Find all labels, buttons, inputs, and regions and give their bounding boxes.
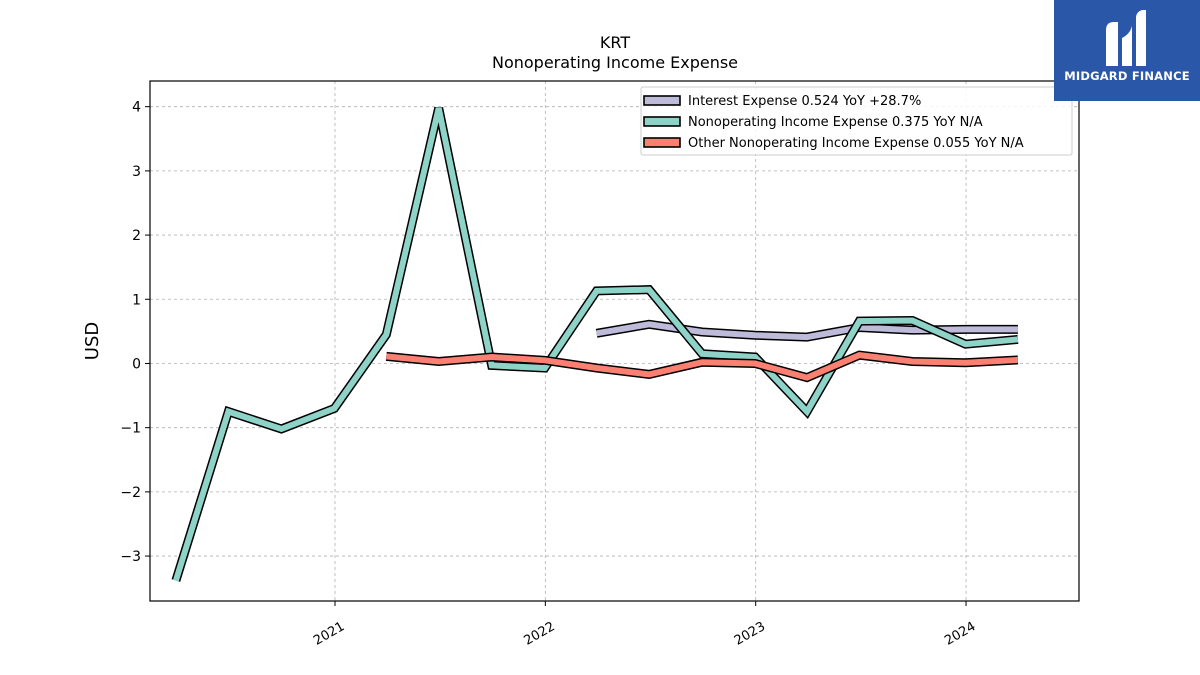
series-layer (171, 106, 1019, 582)
y-tick-label: 1 (132, 292, 141, 308)
legend-entry: Other Nonoperating Income Expense 0.055 … (643, 136, 1024, 151)
legend-label: Interest Expense 0.524 YoY +28.7% (688, 94, 921, 109)
y-tick-label: 3 (132, 164, 141, 180)
legend-label: Nonoperating Income Expense 0.375 YoY N/… (688, 115, 983, 130)
grid (150, 81, 1079, 601)
y-tick-label: −3 (120, 549, 141, 565)
midgard-finance-logo: MIDGARD FINANCE (1054, 0, 1200, 101)
legend: Interest Expense 0.524 YoY +28.7% Nonoper… (640, 86, 1073, 156)
legend-entry: Nonoperating Income Expense 0.375 YoY N/… (643, 115, 983, 130)
x-tick-label: 2024 (942, 619, 978, 649)
logo-text: MIDGARD FINANCE (1064, 69, 1190, 83)
series-stroke (173, 107, 1019, 582)
chart-title: KRT (600, 33, 630, 52)
x-tick-label: 2023 (732, 619, 768, 649)
y-tick-label: −2 (120, 485, 141, 501)
legend-entry: Interest Expense 0.524 YoY +28.7% (643, 94, 921, 109)
series-line-2 (385, 350, 1019, 383)
legend-swatch (643, 95, 681, 106)
series-stroke (596, 321, 1018, 341)
y-tick-label: −1 (120, 421, 141, 437)
legend-swatch (643, 137, 681, 148)
series-stroke (386, 352, 1019, 381)
y-tick-label: 2 (132, 228, 141, 244)
logo-mark-icon (1106, 10, 1146, 66)
series-line-1 (171, 106, 1019, 582)
y-tick-label: 0 (132, 356, 141, 372)
legend-swatch (643, 116, 681, 127)
plot-frame (149, 80, 1080, 602)
chart-subtitle: Nonoperating Income Expense (492, 53, 738, 72)
y-tick-label: 4 (132, 100, 141, 116)
legend-label: Other Nonoperating Income Expense 0.055 … (688, 136, 1024, 151)
x-tick-label: 2021 (311, 619, 347, 649)
x-tick-label: 2022 (522, 619, 558, 649)
series-outline (171, 106, 1019, 582)
y-axis-label: USD (82, 322, 103, 360)
legend-box (640, 86, 1073, 156)
series-line-0 (595, 319, 1018, 342)
